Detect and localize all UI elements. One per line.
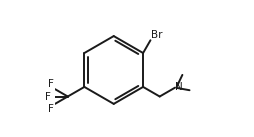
- Text: F: F: [45, 92, 51, 102]
- Text: Br: Br: [151, 29, 163, 39]
- Text: F: F: [49, 104, 54, 114]
- Text: F: F: [49, 79, 54, 89]
- Text: N: N: [176, 82, 183, 92]
